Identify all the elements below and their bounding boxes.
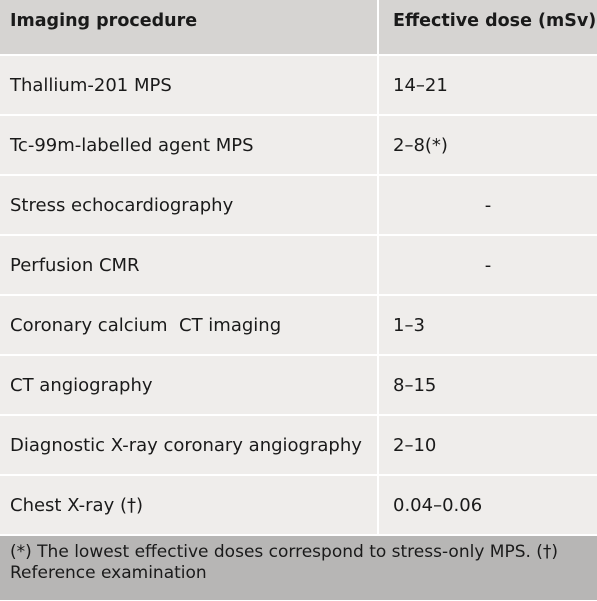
procedure-cell: Coronary calcium CT imaging — [0, 296, 379, 354]
procedure-cell: Stress echocardiography — [0, 176, 379, 234]
table-row: Thallium-201 MPS 14–21 — [0, 56, 597, 116]
dose-cell: 2–8(*) — [379, 116, 597, 174]
dose-cell: 1–3 — [379, 296, 597, 354]
table-row: Stress echocardiography - — [0, 176, 597, 236]
table-footnote: (*) The lowest effective doses correspon… — [0, 536, 597, 600]
table-row: Tc-99m-labelled agent MPS 2–8(*) — [0, 116, 597, 176]
procedure-cell: Perfusion CMR — [0, 236, 379, 294]
procedure-cell: Tc-99m-labelled agent MPS — [0, 116, 379, 174]
table-row: Coronary calcium CT imaging 1–3 — [0, 296, 597, 356]
dose-cell: 2–10 — [379, 416, 597, 474]
table-header-row: Imaging procedure Effective dose (mSv) — [0, 0, 597, 56]
procedure-cell: Thallium-201 MPS — [0, 56, 379, 114]
dose-cell: 0.04–0.06 — [379, 476, 597, 534]
header-dose: Effective dose (mSv) — [393, 11, 597, 31]
table-row: Chest X-ray (†) 0.04–0.06 — [0, 476, 597, 536]
procedure-cell: CT angiography — [0, 356, 379, 414]
header-procedure: Imaging procedure — [0, 0, 379, 54]
procedure-cell: Diagnostic X-ray coronary angiography — [0, 416, 379, 474]
table-row: Diagnostic X-ray coronary angiography 2–… — [0, 416, 597, 476]
dose-cell: 8–15 — [379, 356, 597, 414]
dose-cell: - — [379, 236, 597, 294]
table-row: CT angiography 8–15 — [0, 356, 597, 416]
dose-cell: 14–21 — [379, 56, 597, 114]
procedure-cell: Chest X-ray (†) — [0, 476, 379, 534]
table-row: Perfusion CMR - — [0, 236, 597, 296]
dose-cell: - — [379, 176, 597, 234]
